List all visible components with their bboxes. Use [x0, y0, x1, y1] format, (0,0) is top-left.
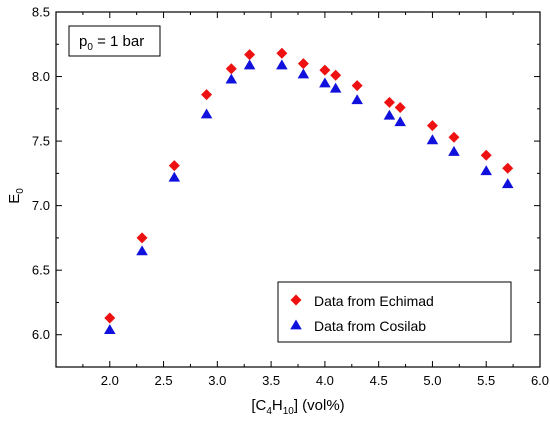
axis-ticks: [56, 11, 541, 367]
x-tick-label: 3.5: [262, 373, 280, 388]
cosilab-point: [394, 116, 406, 127]
legend-marker-echimad: [290, 294, 302, 306]
echimad-point: [297, 58, 309, 70]
y-tick-label: 6.5: [32, 263, 50, 278]
y-tick-label: 8.5: [32, 5, 50, 20]
legend: Data from Echimad Data from Cosilab: [277, 281, 512, 343]
data-markers: [104, 47, 514, 334]
echimad-point: [201, 89, 213, 101]
echimad-point: [383, 96, 395, 108]
x-tick-label: 2.5: [155, 373, 173, 388]
x-tick-label: 6.0: [531, 373, 549, 388]
cosilab-point: [276, 59, 288, 70]
cosilab-point: [243, 59, 256, 70]
annotation-box: [68, 25, 161, 57]
legend-box: [277, 281, 512, 343]
legend-label-cosilab: Data from Cosilab: [314, 318, 426, 334]
echimad-point: [351, 80, 363, 92]
y-axis-label: E0: [6, 188, 26, 204]
cosilab-point: [329, 82, 342, 93]
cosilab-point: [426, 134, 439, 145]
x-axis-label: [C4H10] (vol%): [251, 397, 344, 417]
y-tick-label: 6.0: [32, 327, 50, 342]
echimad-point: [426, 120, 438, 132]
echimad-point: [168, 160, 180, 172]
x-tick-label: 3.0: [208, 373, 226, 388]
axis-tick-labels: 2.0 2.5 3.0 3.5 4.0 4.5 5.0 5.5 6.0 6.0 6.5 7.0 7.5 8…: [32, 5, 549, 389]
cosilab-point: [480, 165, 492, 176]
y-tick-label: 8.0: [32, 69, 50, 84]
echimad-point: [225, 63, 237, 75]
cosilab-point: [351, 94, 363, 105]
x-tick-label: 4.0: [316, 373, 334, 388]
echimad-point: [136, 232, 148, 244]
cosilab-point: [225, 73, 238, 84]
pressure-annotation: p0 = 1 bar: [68, 25, 161, 57]
echimad-point: [330, 69, 342, 81]
cosilab-point: [168, 171, 181, 182]
cosilab-point: [136, 245, 148, 256]
legend-marker-cosilab: [290, 319, 302, 330]
echimad-point: [502, 162, 514, 174]
echimad-point: [244, 49, 256, 61]
y-tick-label: 7.5: [32, 134, 50, 149]
echimad-point: [480, 149, 492, 161]
x-tick-label: 2.0: [101, 373, 119, 388]
x-tick-label: 4.5: [370, 373, 388, 388]
echimad-point: [448, 131, 460, 143]
echimad-point: [104, 312, 116, 324]
cosilab-point: [383, 109, 396, 120]
echimad-point: [319, 64, 331, 76]
cosilab-point: [104, 324, 116, 334]
x-tick-label: 5.5: [477, 373, 495, 388]
x-tick-label: 5.0: [423, 373, 441, 388]
echimad-point: [276, 47, 288, 59]
annotation-text: p0 = 1 bar: [79, 33, 144, 53]
y-tick-label: 7.0: [32, 198, 50, 213]
cosilab-point: [501, 178, 514, 189]
legend-label-echimad: Data from Echimad: [314, 293, 434, 309]
cosilab-point: [297, 68, 310, 79]
cosilab-point: [319, 77, 331, 88]
echimad-point: [394, 102, 406, 114]
cosilab-point: [448, 145, 460, 156]
cosilab-point: [200, 108, 213, 119]
